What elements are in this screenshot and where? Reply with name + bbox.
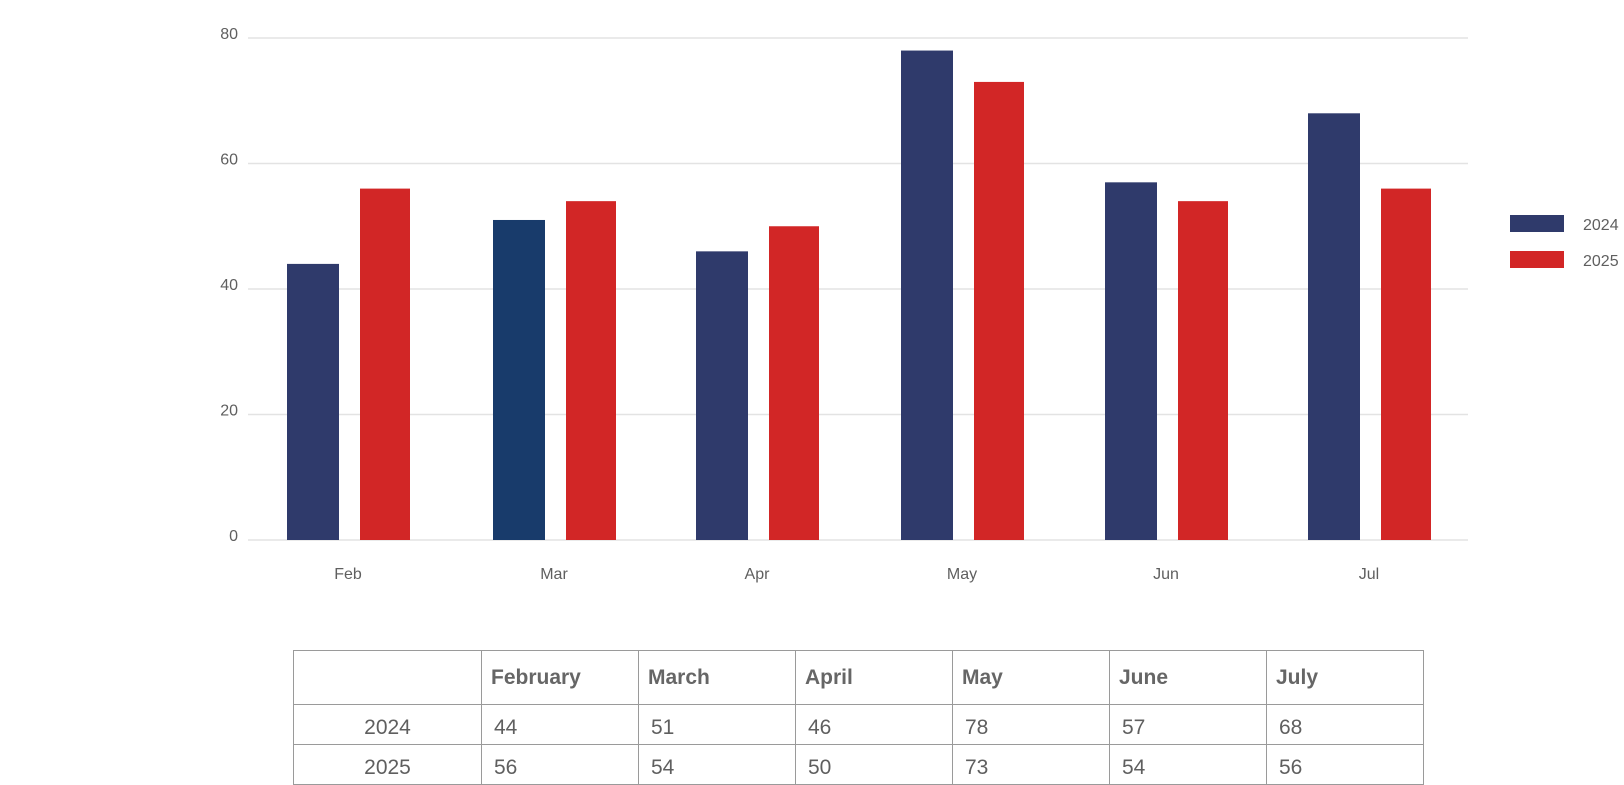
y-tick-label: 20 bbox=[220, 403, 238, 420]
bar-2025-mar bbox=[566, 201, 616, 540]
table-cell: 51 bbox=[638, 704, 796, 745]
table-row: 2024 44 51 46 78 57 68 bbox=[293, 704, 1424, 745]
bar-2025-jun bbox=[1178, 201, 1228, 540]
table-row: 2025 56 54 50 73 54 56 bbox=[293, 744, 1424, 785]
table-cell: 57 bbox=[1109, 704, 1267, 745]
legend: 2024 2025 bbox=[1510, 215, 1619, 270]
legend-label: 2025 bbox=[1583, 253, 1619, 270]
table-cell: 46 bbox=[795, 704, 953, 745]
x-tick-label: Jul bbox=[1359, 566, 1379, 583]
y-tick-label: 60 bbox=[220, 152, 238, 169]
table-header-cell: May bbox=[952, 650, 1110, 705]
table-row-label: 2025 bbox=[293, 744, 482, 785]
bars bbox=[287, 50, 1431, 541]
bar-2024-feb bbox=[287, 263, 339, 540]
gridlines bbox=[248, 37, 1468, 541]
bar-2024-may bbox=[901, 50, 953, 541]
legend-swatch bbox=[1510, 251, 1564, 268]
y-tick-label: 40 bbox=[220, 277, 238, 294]
table-cell: 73 bbox=[952, 744, 1110, 785]
bar-2025-apr bbox=[769, 226, 819, 540]
table-cell: 56 bbox=[1266, 744, 1424, 785]
bar-2024-jun bbox=[1105, 182, 1157, 540]
table-cell: 56 bbox=[481, 744, 639, 785]
x-tick-label: Feb bbox=[334, 566, 362, 583]
table-cell: 44 bbox=[481, 704, 639, 745]
x-axis-ticks: Feb Mar Apr May Jun Jul bbox=[334, 566, 1379, 583]
bar-chart: 0 20 40 60 80 Feb Mar Apr May Jun Jul 2024 2025 bbox=[220, 26, 1619, 583]
bar-2024-mar bbox=[493, 219, 545, 540]
table-row-label: 2024 bbox=[293, 704, 482, 745]
table-cell: 78 bbox=[952, 704, 1110, 745]
bar-2025-may bbox=[974, 81, 1024, 541]
x-tick-label: Mar bbox=[540, 566, 568, 583]
table-header-cell: April bbox=[795, 650, 953, 705]
data-table: February March April May June July 2024 … bbox=[293, 650, 1424, 785]
x-tick-label: Jun bbox=[1153, 566, 1179, 583]
table-cell: 54 bbox=[638, 744, 796, 785]
table-header-cell bbox=[293, 650, 482, 705]
x-tick-label: Apr bbox=[745, 566, 771, 583]
table-header-cell: July bbox=[1266, 650, 1424, 705]
table-cell: 50 bbox=[795, 744, 953, 785]
table-header-cell: June bbox=[1109, 650, 1267, 705]
table-header-cell: March bbox=[638, 650, 796, 705]
bar-2024-apr bbox=[696, 251, 748, 540]
y-tick-label: 0 bbox=[229, 528, 238, 545]
table-header-cell: February bbox=[481, 650, 639, 705]
table-header-row: February March April May June July bbox=[293, 650, 1424, 705]
table-cell: 54 bbox=[1109, 744, 1267, 785]
bar-2024-jul bbox=[1308, 113, 1360, 541]
legend-swatch bbox=[1510, 215, 1564, 232]
legend-label: 2024 bbox=[1583, 217, 1619, 234]
bar-2025-feb bbox=[360, 188, 410, 540]
y-tick-label: 80 bbox=[220, 26, 238, 43]
bar-2025-jul bbox=[1381, 188, 1431, 540]
table-cell: 68 bbox=[1266, 704, 1424, 745]
x-tick-label: May bbox=[947, 566, 977, 583]
y-axis-ticks: 0 20 40 60 80 bbox=[220, 26, 238, 545]
